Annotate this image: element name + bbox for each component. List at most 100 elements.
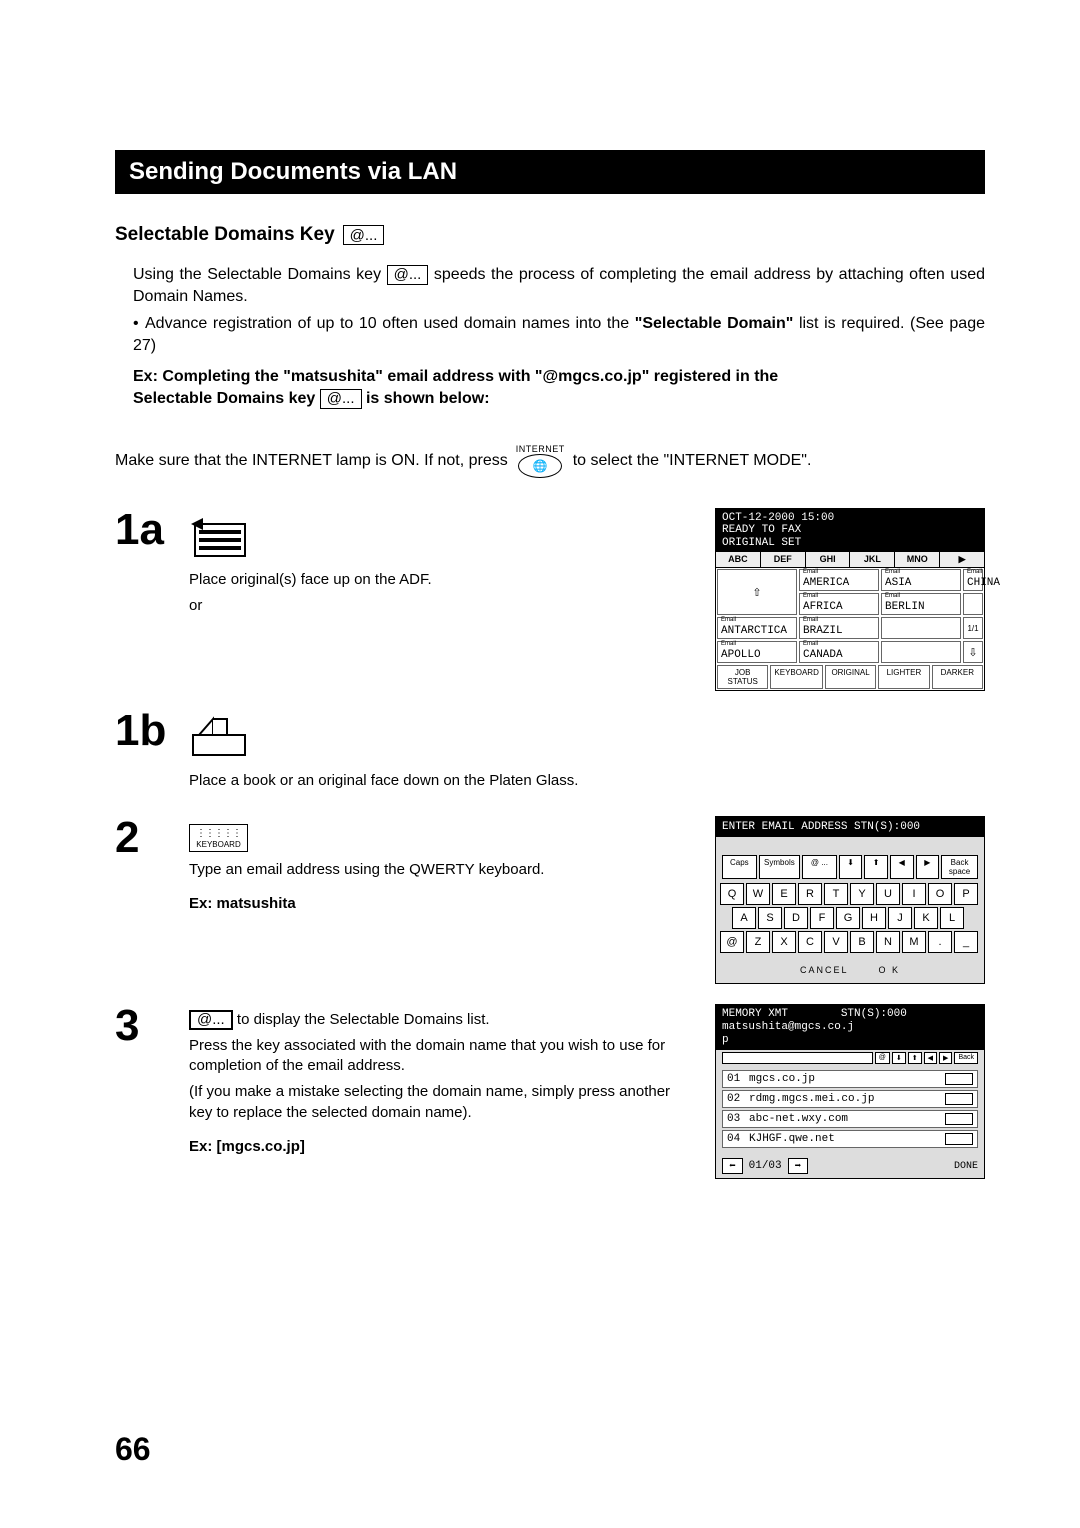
lcd3-btn[interactable]: ◀ xyxy=(924,1052,937,1064)
step-3: 3 @... to display the Selectable Domains… xyxy=(115,1004,985,1180)
lcd2-at[interactable]: @ ... xyxy=(802,855,837,879)
key[interactable]: F xyxy=(810,907,834,929)
lcd1-cell[interactable]: EmailANTARCTICA xyxy=(717,617,797,639)
lcd2-cancel[interactable]: CANCEL xyxy=(800,965,849,975)
step-3-lead: @... to display the Selectable Domains l… xyxy=(189,1010,695,1030)
lcd1-cell[interactable]: EmailBRAZIL xyxy=(799,617,879,639)
lcd1-btn[interactable]: ORIGINAL xyxy=(825,665,876,689)
key[interactable]: H xyxy=(862,907,886,929)
at-key-inline-icon: @... xyxy=(387,265,429,285)
platen-icon xyxy=(189,715,249,761)
step-3-number: 3 xyxy=(115,1004,189,1048)
lcd1-btn[interactable]: LIGHTER xyxy=(878,665,929,689)
lcd1-tab[interactable]: ABC xyxy=(716,552,761,567)
lcd1-header: OCT-12-2000 15:00 READY TO FAX ORIGINAL … xyxy=(716,509,984,553)
lcd3-row[interactable]: 02rdmg.mgcs.mei.co.jp xyxy=(722,1090,978,1108)
lcd2-backspace[interactable]: Back space xyxy=(941,855,978,879)
lcd1-line3: ORIGINAL SET xyxy=(722,537,978,550)
key[interactable]: Q xyxy=(720,883,744,905)
step-1a: 1a Place original(s) face up on the ADF.… xyxy=(115,508,985,692)
key[interactable]: O xyxy=(928,883,952,905)
key[interactable]: B xyxy=(850,931,874,953)
lcd2-ok[interactable]: O K xyxy=(879,965,901,975)
key[interactable]: C xyxy=(798,931,822,953)
step-3-example: Ex: [mgcs.co.jp] xyxy=(189,1137,695,1157)
step-2-text: Type an email address using the QWERTY k… xyxy=(189,860,695,880)
keyboard-label: KEYBOARD xyxy=(196,840,240,851)
lcd2-toolbar: Caps Symbols @ ... ⬇ ⬆ ◀ ▶ Back space xyxy=(716,851,984,883)
key[interactable]: S xyxy=(758,907,782,929)
lcd2-right[interactable]: ▶ xyxy=(916,855,940,879)
example-line1: Ex: Completing the "matsushita" email ad… xyxy=(133,366,985,388)
key[interactable]: R xyxy=(798,883,822,905)
example-line2: Selectable Domains key @... is shown bel… xyxy=(133,388,985,410)
key[interactable]: D xyxy=(784,907,808,929)
key[interactable]: I xyxy=(902,883,926,905)
lcd1-up[interactable]: ⇧ xyxy=(717,569,797,615)
key[interactable]: Y xyxy=(850,883,874,905)
key[interactable]: _ xyxy=(954,931,978,953)
key[interactable]: Z xyxy=(746,931,770,953)
key[interactable]: L xyxy=(940,907,964,929)
lcd1-cell[interactable] xyxy=(881,641,961,663)
key[interactable]: N xyxy=(876,931,900,953)
lcd1-cell[interactable]: EmailAMERICA xyxy=(799,569,879,591)
lcd3-next[interactable]: ➡ xyxy=(788,1158,809,1174)
lcd2-title: ENTER EMAIL ADDRESS STN(S):000 xyxy=(716,817,984,837)
lcd1-tab[interactable]: ▶ xyxy=(940,552,984,567)
lcd3-btn[interactable]: @ xyxy=(875,1052,890,1064)
lcd1-cell[interactable]: EmailCANADA xyxy=(799,641,879,663)
key[interactable]: W xyxy=(746,883,770,905)
key[interactable]: J xyxy=(888,907,912,929)
lcd1-btn[interactable]: KEYBOARD xyxy=(770,665,822,689)
key[interactable]: @ xyxy=(720,931,744,953)
lcd3-btn[interactable]: Back xyxy=(954,1052,978,1064)
lcd1-down[interactable]: ⇩ xyxy=(963,641,983,663)
key[interactable]: M xyxy=(902,931,926,953)
lcd3-header: MEMORY XMT STN(S):000 matsushita@mgcs.co… xyxy=(716,1005,984,1051)
lcd1-tab[interactable]: GHI xyxy=(806,552,851,567)
key[interactable]: G xyxy=(836,907,860,929)
lcd1-cell[interactable]: EmailASIA xyxy=(881,569,961,591)
lcd1-cell[interactable] xyxy=(881,617,961,639)
key[interactable]: X xyxy=(772,931,796,953)
key[interactable]: V xyxy=(824,931,848,953)
lcd1-tab[interactable]: MNO xyxy=(895,552,940,567)
key[interactable]: K xyxy=(914,907,938,929)
key[interactable]: U xyxy=(876,883,900,905)
lcd3-done[interactable]: DONE xyxy=(954,1161,978,1172)
key[interactable]: . xyxy=(928,931,952,953)
lcd2-caps[interactable]: Caps xyxy=(722,855,757,879)
lcd2-up[interactable]: ⬆ xyxy=(864,855,888,879)
lcd2-left[interactable]: ◀ xyxy=(890,855,914,879)
lcd3-btn[interactable]: ⬆ xyxy=(908,1052,922,1064)
lcd1-cell[interactable]: EmailCHINA xyxy=(963,569,983,591)
lcd1-tab[interactable]: JKL xyxy=(850,552,895,567)
bullet-bold: "Selectable Domain" xyxy=(635,315,794,332)
lcd1-btn[interactable]: DARKER xyxy=(932,665,983,689)
lcd3-prev[interactable]: ⬅ xyxy=(722,1158,743,1174)
lcd3-btn[interactable]: ⬇ xyxy=(892,1052,906,1064)
key[interactable]: P xyxy=(954,883,978,905)
key[interactable]: E xyxy=(772,883,796,905)
lcd1-btn[interactable]: JOB STATUS xyxy=(717,665,768,689)
lcd1-cell[interactable]: EmailAPOLLO xyxy=(717,641,797,663)
lcd1-cell[interactable]: EmailAFRICA xyxy=(799,593,879,615)
lcd3-row[interactable]: 01mgcs.co.jp xyxy=(722,1070,978,1088)
lcd1-cell[interactable] xyxy=(963,593,983,615)
key[interactable]: A xyxy=(732,907,756,929)
lcd2-down[interactable]: ⬇ xyxy=(839,855,863,879)
lcd1-cell[interactable]: EmailBERLIN xyxy=(881,593,961,615)
keyboard-button-icon: KEYBOARD xyxy=(189,824,248,852)
lcd1-tab[interactable]: DEF xyxy=(761,552,806,567)
lcd3-row[interactable]: 03abc-net.wxy.com xyxy=(722,1110,978,1128)
bullet-dot: • xyxy=(133,313,145,335)
lcd3-row[interactable]: 04KJHGF.qwe.net xyxy=(722,1130,978,1148)
example-line2b: is shown below: xyxy=(366,390,490,407)
lcd2-symbols[interactable]: Symbols xyxy=(759,855,800,879)
step-1b-text: Place a book or an original face down on… xyxy=(189,771,965,791)
step-1a-text: Place original(s) face up on the ADF. xyxy=(189,570,695,590)
key[interactable]: T xyxy=(824,883,848,905)
step-1b: 1b Place a book or an original face down… xyxy=(115,709,985,797)
lcd3-btn[interactable]: ▶ xyxy=(939,1052,952,1064)
